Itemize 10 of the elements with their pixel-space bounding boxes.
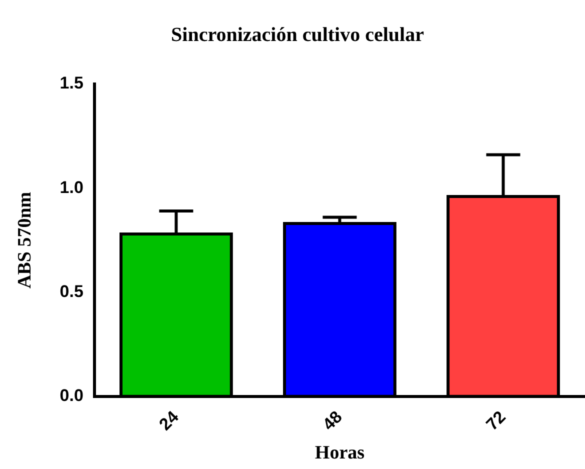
- y-tick-label: 1.5: [60, 74, 84, 93]
- y-tick-label: 0.5: [60, 282, 84, 301]
- y-tick-label: 1.0: [60, 178, 84, 197]
- x-tick-label: 72: [482, 407, 510, 434]
- chart-title: Sincronización cultivo celular: [171, 24, 424, 46]
- x-tick-label: 24: [156, 406, 183, 434]
- y-axis-title: ABS 570nm: [14, 192, 36, 289]
- x-axis-title: Horas: [314, 442, 365, 464]
- x-tick-label: 48: [319, 407, 346, 434]
- y-tick-label: 0.0: [60, 386, 84, 406]
